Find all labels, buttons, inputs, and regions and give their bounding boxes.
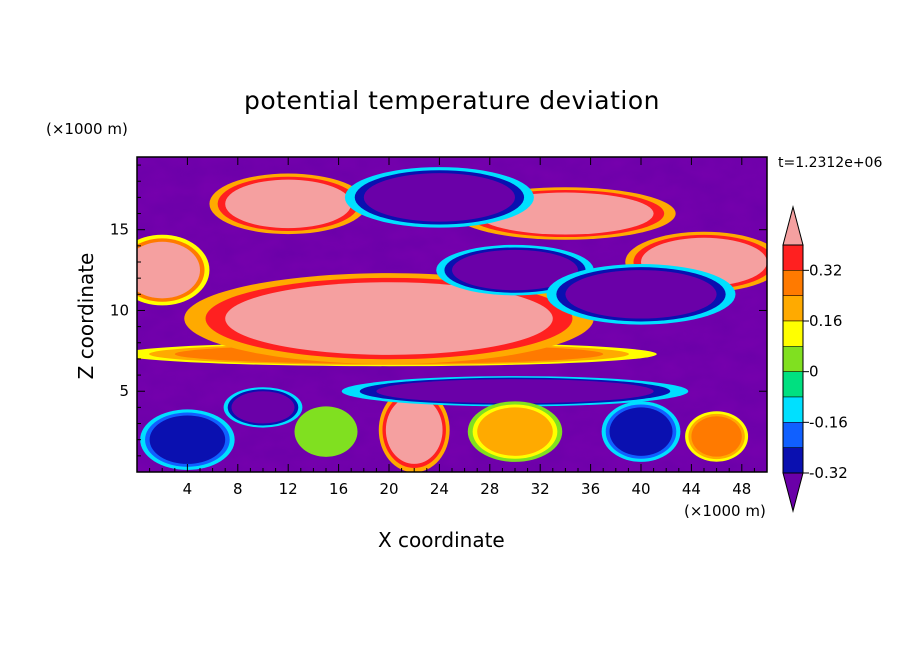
colorbar-box-1 (782, 270, 804, 296)
x-tick-label-48: 48 (732, 480, 751, 498)
x-tick-label-28: 28 (480, 480, 499, 498)
chart-title: potential temperature deviation (244, 86, 660, 115)
field-feature-14-ring-2 (609, 407, 673, 456)
field-feature-16-ring-2 (300, 411, 352, 452)
field-feature-8-ring-2 (452, 249, 578, 291)
x-tick-label-24: 24 (430, 480, 449, 498)
x-tick-label-44: 44 (682, 480, 701, 498)
colorbar-label-2: 0 (809, 363, 819, 381)
field-feature-7-ring-2 (231, 391, 295, 424)
field-feature-9-ring-2 (565, 270, 717, 319)
colorbar: 0.32 0.16 0 -0.16 -0.32 (782, 205, 848, 513)
x-tick-label-4: 4 (183, 480, 193, 498)
x-axis-label: X coordinate (378, 528, 505, 552)
x-tick-label-12: 12 (279, 480, 298, 498)
x-tick-label-20: 20 (379, 480, 398, 498)
x-tick-label-36: 36 (581, 480, 600, 498)
x-axis-unit: (×1000 m) (684, 502, 766, 520)
x-tick-label-32: 32 (531, 480, 550, 498)
y-axis-unit: (×1000 m) (46, 120, 128, 138)
colorbar-box-7 (782, 422, 804, 448)
colorbar-label-1: 0.16 (809, 312, 842, 330)
colorbar-frame (782, 244, 804, 474)
field-feature-13-ring-2 (477, 407, 553, 456)
field-feature-10-ring-2 (363, 173, 515, 222)
field-feature-11-ring-2 (376, 379, 654, 404)
plot-area (137, 157, 767, 472)
x-tick-label-8: 8 (233, 480, 243, 498)
colorbar-extend-max (782, 205, 804, 246)
colorbar-box-6 (782, 396, 804, 423)
colorbar-box-4 (782, 346, 804, 372)
colorbar-label-0: 0.32 (809, 261, 842, 279)
y-tick-label-10: 10 (110, 301, 129, 319)
field-feature-15-ring-2 (691, 416, 742, 457)
field-feature-5-ring-2 (385, 396, 443, 464)
colorbar-box-0 (782, 244, 804, 271)
time-label: t=1.2312e+06 (778, 155, 883, 171)
colorbar-box-2 (782, 295, 804, 322)
colorbar-label-4: -0.32 (809, 464, 848, 482)
colorbar-box-3 (782, 320, 804, 347)
colorbar-label-3: -0.16 (809, 413, 848, 431)
x-tick-label-16: 16 (329, 480, 348, 498)
field-feature-6-ring-2 (137, 241, 200, 299)
y-tick-label-5: 5 (119, 382, 129, 400)
colorbar-extend-min (782, 472, 804, 513)
y-tick-label-15: 15 (110, 221, 129, 239)
colorbar-box-5 (782, 371, 804, 398)
field-feature-1-ring-2 (225, 282, 553, 355)
field-feature-12-ring-2 (149, 415, 226, 464)
field-feature-3-ring-2 (225, 179, 352, 229)
x-tick-label-40: 40 (631, 480, 650, 498)
colorbar-box-8 (782, 447, 804, 474)
